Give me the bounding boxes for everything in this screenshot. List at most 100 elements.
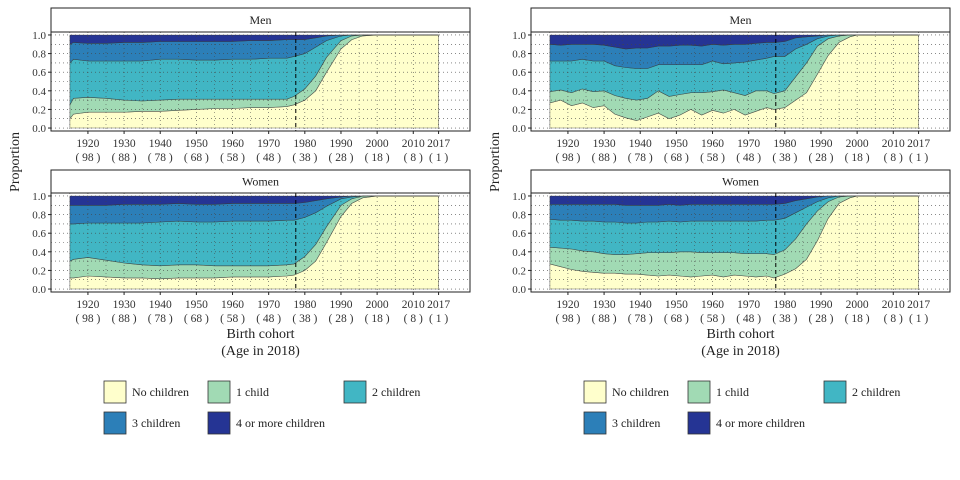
legend-label: 4 or more children xyxy=(236,416,325,430)
x-tick-label: 1940 xyxy=(629,299,652,311)
x-tick-label: 1930 xyxy=(113,138,136,150)
x-tick-age-label: ( 78 ) xyxy=(148,152,173,164)
x-tick-age-label: ( 98 ) xyxy=(555,313,580,325)
x-tick-age-label: ( 48 ) xyxy=(256,313,281,325)
x-tick-label: 1990 xyxy=(809,299,832,311)
x-tick-label: 1920 xyxy=(556,138,579,150)
legend-swatch xyxy=(103,411,127,435)
x-tick-age-label: ( 58 ) xyxy=(220,152,245,164)
x-tick-age-label: ( 38 ) xyxy=(772,152,797,164)
x-tick-age-label: ( 98 ) xyxy=(75,313,100,325)
legend-swatch xyxy=(207,380,231,404)
y-tick-label: 0.4 xyxy=(32,247,46,259)
x-tick-age-label: ( 38 ) xyxy=(292,152,317,164)
x-tick-label: 1920 xyxy=(76,299,99,311)
x-tick-label: 1990 xyxy=(329,299,352,311)
x-tick-label: 1940 xyxy=(149,299,172,311)
legend-swatch xyxy=(583,380,607,404)
x-tick-label: 1930 xyxy=(113,299,136,311)
x-tick-label: 1990 xyxy=(809,138,832,150)
legend-layer: No children 1 child 2 children 3 children 4 … xyxy=(103,380,900,435)
x-tick-label: 1970 xyxy=(737,138,760,150)
x-tick-age-label: ( 78 ) xyxy=(628,152,653,164)
plot-border xyxy=(530,31,951,132)
x-tick-age-label: ( 8 ) xyxy=(884,152,903,164)
x-tick-label: 1980 xyxy=(773,138,796,150)
x-tick-age-label: ( 28 ) xyxy=(329,313,354,325)
y-tick-label: 0.0 xyxy=(512,284,526,296)
x-tick-age-label: ( 18 ) xyxy=(365,152,390,164)
y-tick-label: 0.2 xyxy=(32,104,46,116)
x-tick-age-label: ( 8 ) xyxy=(404,152,423,164)
legend-label: 2 children xyxy=(372,385,420,399)
legend-swatch xyxy=(687,411,711,435)
x-tick-age-label: ( 88 ) xyxy=(592,152,617,164)
x-tick-age-label: ( 68 ) xyxy=(664,313,689,325)
x-axis-subtitle: (Age in 2018) xyxy=(221,344,300,359)
x-axis-subtitle: (Age in 2018) xyxy=(701,344,780,359)
y-tick-label: 0.6 xyxy=(32,228,46,240)
x-tick-label: 1970 xyxy=(737,299,760,311)
legend-swatch xyxy=(207,411,231,435)
x-tick-age-label: ( 1 ) xyxy=(429,313,448,325)
y-tick-label: 0.8 xyxy=(512,210,526,222)
x-tick-age-label: ( 78 ) xyxy=(628,313,653,325)
x-tick-age-label: ( 68 ) xyxy=(184,152,209,164)
y-tick-label: 0.2 xyxy=(32,265,46,277)
facet-strip xyxy=(530,7,951,33)
x-tick-age-label: ( 48 ) xyxy=(256,152,281,164)
x-tick-label: 1920 xyxy=(556,299,579,311)
x-tick-label: 1920 xyxy=(76,138,99,150)
x-tick-label: 2010 xyxy=(882,138,905,150)
plot-border xyxy=(530,192,951,293)
x-tick-age-label: ( 68 ) xyxy=(184,313,209,325)
x-tick-age-label: ( 8 ) xyxy=(884,313,903,325)
x-tick-age-label: ( 28 ) xyxy=(809,152,834,164)
x-tick-label: 1970 xyxy=(257,299,280,311)
x-tick-age-label: ( 1 ) xyxy=(909,152,928,164)
legend-label: 1 child xyxy=(236,385,269,399)
x-tick-label: 2010 xyxy=(402,138,425,150)
x-tick-label: 1960 xyxy=(221,299,244,311)
x-tick-age-label: ( 38 ) xyxy=(292,313,317,325)
facet-strip xyxy=(50,7,471,33)
x-tick-age-label: ( 88 ) xyxy=(112,313,137,325)
x-tick-age-label: ( 38 ) xyxy=(772,313,797,325)
x-tick-age-label: ( 98 ) xyxy=(555,152,580,164)
y-tick-label: 1.0 xyxy=(512,30,526,42)
y-tick-label: 0.0 xyxy=(512,123,526,135)
x-tick-label: 2010 xyxy=(402,299,425,311)
legend-swatch xyxy=(823,380,847,404)
x-tick-age-label: ( 18 ) xyxy=(845,313,870,325)
plot-border xyxy=(50,192,471,293)
facet-strip-label: Women xyxy=(242,175,279,189)
x-tick-label: 1980 xyxy=(773,299,796,311)
x-tick-age-label: ( 1 ) xyxy=(909,313,928,325)
x-tick-age-label: ( 58 ) xyxy=(700,313,725,325)
x-tick-age-label: ( 48 ) xyxy=(736,313,761,325)
legend-label: 1 child xyxy=(716,385,749,399)
y-tick-label: 0.8 xyxy=(32,49,46,61)
x-tick-label: 1940 xyxy=(149,138,172,150)
y-tick-label: 0.2 xyxy=(512,104,526,116)
x-tick-age-label: ( 18 ) xyxy=(845,152,870,164)
x-tick-label: 2000 xyxy=(366,299,389,311)
plot-border xyxy=(50,31,471,132)
y-tick-label: 1.0 xyxy=(32,191,46,203)
x-tick-label: 1960 xyxy=(701,299,724,311)
x-tick-age-label: ( 28 ) xyxy=(329,152,354,164)
x-tick-label: 1930 xyxy=(593,299,616,311)
legend-swatch xyxy=(103,380,127,404)
legend-label: No children xyxy=(612,385,669,399)
x-tick-label: 2000 xyxy=(846,299,869,311)
x-axis-title: Birth cohort xyxy=(226,327,294,342)
x-tick-label: 1960 xyxy=(701,138,724,150)
y-tick-label: 0.4 xyxy=(32,86,46,98)
x-tick-label: 2017 xyxy=(907,299,930,311)
y-tick-label: 0.0 xyxy=(32,284,46,296)
legend-label: 3 children xyxy=(132,416,180,430)
facet-strip-label: Men xyxy=(250,13,272,27)
x-tick-age-label: ( 28 ) xyxy=(809,313,834,325)
x-tick-age-label: ( 18 ) xyxy=(365,313,390,325)
